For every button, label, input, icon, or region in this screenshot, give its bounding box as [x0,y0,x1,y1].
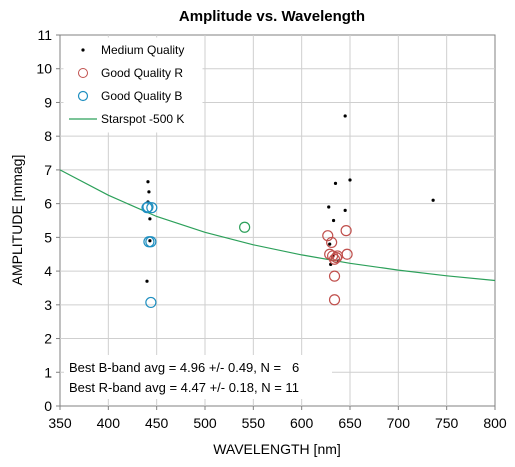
y-tick-label: 2 [44,331,52,347]
y-tick-label: 6 [44,196,52,212]
medium-quality-point [146,180,150,184]
y-tick-label: 11 [37,27,52,43]
summary-box: Best B-band avg = 4.96 +/- 0.49, N = 6 B… [64,355,332,399]
medium-quality-point [147,190,151,194]
y-tick-label: 4 [44,263,52,279]
good-quality-b-point [145,296,157,309]
y-tick-label: 9 [44,94,52,110]
legend-marker-good-b [77,90,89,102]
r-band-summary: Best R-band avg = 4.47 +/- 0.18, N = 11 [69,380,299,395]
chart-title: Amplitude vs. Wavelength [179,8,365,25]
legend-box [63,37,203,133]
good-quality-b-point [146,202,158,214]
y-tick-label: 0 [44,398,52,414]
medium-quality-point [331,218,336,223]
y-tick-label: 8 [44,128,52,144]
legend-marker-good-r [78,68,88,78]
good-quality-r-point [328,294,341,306]
medium-quality-point [431,198,435,202]
medium-quality-point [343,208,347,212]
good-quality-b-point [145,236,157,248]
b-band-summary: Best B-band avg = 4.96 +/- 0.49, N = 6 [69,360,299,375]
x-axis-title: WAVELENGTH [nm] [213,441,341,457]
x-tick-label: 400 [97,415,121,431]
points-layer [141,114,435,309]
medium-quality-point [148,239,152,243]
legend-label-good-r: Good Quality R [101,66,183,80]
y-axis-ticks: 0 1 2 3 4 5 6 7 8 9 10 11 [36,27,60,414]
good-quality-b-point [142,201,154,213]
medium-quality-point [348,178,352,182]
starspot-curve [59,169,496,282]
legend-label-starspot: Starspot -500 K [101,112,184,126]
x-axis-ticks: 350 400 450 500 550 600 650 700 750 800 [48,406,507,431]
good-quality-r-point [322,230,334,242]
medium-quality-point [327,205,331,209]
y-tick-label: 7 [44,162,52,178]
x-tick-label: 450 [145,415,169,431]
y-tick-label: 3 [44,297,52,313]
x-tick-label: 700 [387,415,411,431]
legend-label-good-b: Good Quality B [101,89,182,103]
medium-quality-point [343,114,347,118]
good-quality-r-point [330,252,343,264]
good-quality-r-point [328,270,341,282]
good-quality-r-point [326,236,338,249]
x-tick-label: 500 [193,415,217,431]
good-quality-r-point [341,248,353,260]
legend: Medium Quality Good Quality R Good Quali… [63,37,203,133]
good-quality-r-point [340,225,352,237]
x-tick-label: 550 [242,415,266,431]
y-tick-label: 10 [36,61,52,77]
medium-quality-point [328,242,332,246]
x-tick-label: 650 [338,415,362,431]
x-tick-label: 800 [483,415,507,431]
medium-quality-point [145,279,149,283]
x-tick-label: 750 [435,415,459,431]
legend-marker-medium [81,48,85,52]
good-quality-r-point [328,253,341,265]
x-tick-label: 600 [290,415,314,431]
green-point [239,221,251,233]
medium-quality-point [148,217,152,221]
medium-quality-point [333,181,338,185]
x-tick-label: 350 [48,415,72,431]
curve-layer [59,169,496,282]
y-tick-label: 1 [44,364,52,380]
summary-box-bg [64,355,332,399]
y-axis-title: AMPLITUDE [mmag] [9,155,25,286]
y-tick-label: 5 [44,229,52,245]
legend-label-medium: Medium Quality [101,43,184,57]
